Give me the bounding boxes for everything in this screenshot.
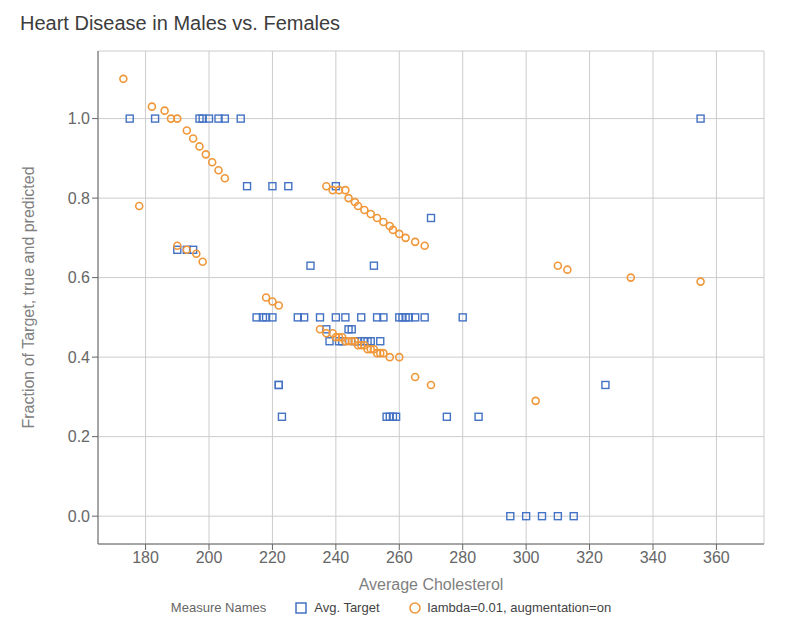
html-text:Avg. Target: Avg. Target [314, 600, 380, 615]
svg-text:0.2: 0.2 [68, 428, 90, 445]
svg-text:Average Cholesterol: Average Cholesterol [359, 576, 504, 593]
svg-text:0.4: 0.4 [68, 349, 90, 366]
html-text:Measure Names: Measure Names [170, 600, 267, 615]
svg-text:240: 240 [323, 549, 350, 566]
svg-text:0.8: 0.8 [68, 190, 90, 207]
svg-text:300: 300 [513, 549, 540, 566]
svg-text:340: 340 [640, 549, 667, 566]
svg-text:1.0: 1.0 [68, 110, 90, 127]
html-text:lambda=0.01, augmentation=on: lambda=0.01, augmentation=on [427, 600, 612, 615]
svg-text:360: 360 [703, 549, 730, 566]
svg-text:200: 200 [196, 549, 223, 566]
svg-text:260: 260 [386, 549, 413, 566]
svg-text:220: 220 [259, 549, 286, 566]
svg-text:320: 320 [576, 549, 603, 566]
svg-text:180: 180 [132, 549, 159, 566]
svg-text:0.0: 0.0 [68, 508, 90, 525]
svg-text:280: 280 [449, 549, 476, 566]
svg-text:Fraction of Target, true and p: Fraction of Target, true and predicted [20, 166, 37, 428]
svg-text:0.6: 0.6 [68, 269, 90, 286]
html-text:Heart Disease in Males vs. Fem: Heart Disease in Males vs. Females [20, 12, 341, 34]
